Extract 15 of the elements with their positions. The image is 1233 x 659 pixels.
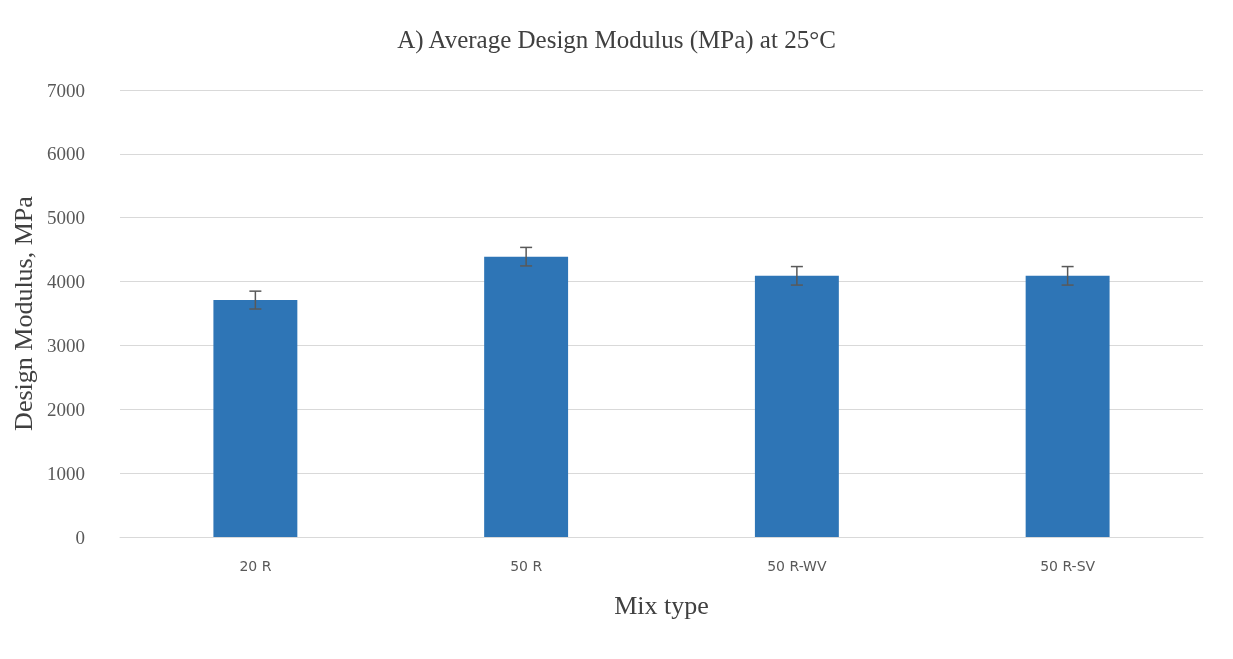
y-tick-label: 0 bbox=[75, 526, 85, 548]
y-tick-label: 4000 bbox=[47, 271, 85, 293]
x-axis-title: Mix type bbox=[614, 590, 709, 620]
chart-title: A) Average Design Modulus (MPa) at 25°C bbox=[397, 26, 836, 54]
x-tick-label: 20 R bbox=[239, 558, 272, 574]
y-tick-label: 2000 bbox=[47, 398, 85, 420]
x-tick-label: 50 R-WV bbox=[767, 558, 827, 574]
y-tick-label: 7000 bbox=[47, 79, 85, 101]
y-tick-label: 5000 bbox=[47, 207, 85, 229]
x-tick-label: 50 R-SV bbox=[1040, 558, 1096, 574]
x-tick-label: 50 R bbox=[510, 558, 543, 574]
y-axis-title: Design Modulus, MPa bbox=[8, 195, 38, 431]
y-tick-label: 1000 bbox=[47, 462, 85, 484]
y-tick-label: 3000 bbox=[47, 334, 85, 356]
y-tick-label: 6000 bbox=[47, 143, 85, 165]
